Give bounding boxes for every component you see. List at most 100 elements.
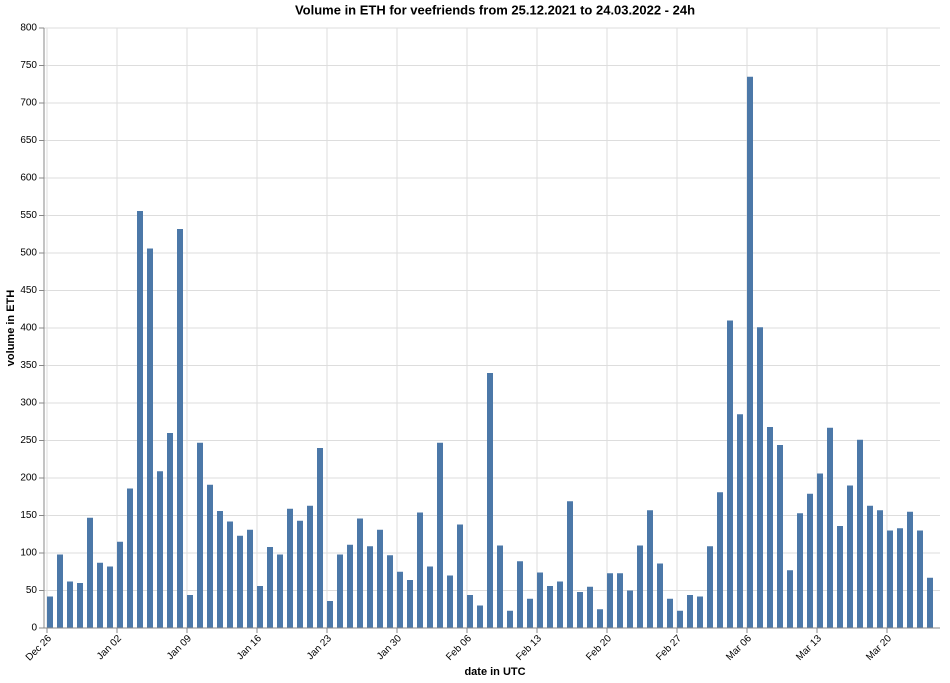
y-tick-label: 50: [26, 585, 38, 596]
x-tick-label: Feb 27: [654, 633, 684, 663]
bar: [897, 528, 903, 628]
bar: [267, 547, 273, 628]
bar: [627, 590, 633, 628]
y-tick-label: 550: [20, 210, 37, 221]
bar: [707, 546, 713, 628]
bar: [727, 320, 733, 628]
bar: [907, 511, 913, 628]
y-tick-label: 100: [20, 548, 37, 559]
bar: [337, 554, 343, 628]
bar: [137, 211, 143, 628]
y-tick-label: 450: [20, 285, 37, 296]
x-tick-label: Jan 30: [375, 633, 404, 662]
bar: [587, 586, 593, 628]
bar: [747, 76, 753, 628]
bar: [347, 544, 353, 628]
x-tick-label: Feb 13: [514, 633, 544, 663]
bar: [577, 592, 583, 628]
x-axis-label: date in UTC: [464, 666, 525, 678]
y-tick-label: 500: [20, 248, 37, 259]
bar: [77, 583, 83, 628]
bar: [127, 488, 133, 628]
bar: [407, 580, 413, 628]
bar: [477, 605, 483, 628]
y-tick-label: 650: [20, 135, 37, 146]
bar: [317, 448, 323, 628]
bar: [787, 570, 793, 628]
bar: [257, 586, 263, 628]
bar: [517, 561, 523, 628]
x-tick-label: Jan 09: [165, 633, 194, 662]
y-tick-label: 150: [20, 510, 37, 521]
bar: [597, 609, 603, 628]
bar: [927, 577, 933, 628]
bar: [777, 445, 783, 628]
bar: [387, 555, 393, 628]
bar: [557, 581, 563, 628]
bar: [87, 517, 93, 628]
bar: [547, 586, 553, 628]
bar: [307, 505, 313, 628]
bar: [497, 545, 503, 628]
bar: [847, 485, 853, 628]
bar: [447, 575, 453, 628]
y-tick-label: 750: [20, 60, 37, 71]
y-axis-label: volume in ETH: [5, 290, 17, 366]
x-tick-label: Jan 23: [305, 633, 334, 662]
bar: [417, 512, 423, 628]
x-tick-label: Mar 20: [864, 633, 894, 663]
bar: [187, 595, 193, 628]
x-tick-label: Feb 20: [584, 633, 614, 663]
bar: [757, 327, 763, 628]
chart-title: Volume in ETH for veefriends from 25.12.…: [295, 2, 695, 17]
bar: [367, 546, 373, 628]
bar: [177, 229, 183, 628]
bar: [917, 530, 923, 628]
bar: [687, 595, 693, 628]
bar: [47, 596, 53, 628]
bar: [537, 572, 543, 628]
bar: [247, 529, 253, 628]
bar: [507, 610, 513, 628]
y-tick-label: 600: [20, 173, 37, 184]
bar: [437, 442, 443, 628]
bar: [837, 526, 843, 628]
bar: [467, 595, 473, 628]
bar: [647, 510, 653, 628]
bar: [167, 433, 173, 628]
bar: [887, 530, 893, 628]
x-tick-label: Mar 13: [794, 633, 824, 663]
bar: [227, 521, 233, 628]
bar: [197, 442, 203, 628]
bar: [97, 562, 103, 628]
bar: [157, 471, 163, 628]
bar: [427, 566, 433, 628]
bar: [377, 529, 383, 628]
bar: [637, 545, 643, 628]
bar: [617, 573, 623, 628]
bar: [397, 571, 403, 628]
bar: [667, 598, 673, 628]
bar: [607, 573, 613, 628]
bar: [717, 492, 723, 628]
bar: [797, 513, 803, 628]
bar: [817, 473, 823, 628]
y-tick-label: 0: [31, 623, 37, 634]
bar: [297, 520, 303, 628]
bar: [677, 610, 683, 628]
x-tick-label: Jan 02: [95, 633, 124, 662]
bar: [657, 563, 663, 628]
bar: [827, 427, 833, 628]
bar: [527, 598, 533, 628]
bar: [767, 427, 773, 628]
x-tick-label: Feb 06: [444, 633, 474, 663]
bar: [357, 518, 363, 628]
bar: [857, 439, 863, 628]
y-tick-label: 800: [20, 23, 37, 34]
bar: [697, 596, 703, 628]
x-tick-label: Dec 26: [24, 633, 54, 663]
bar: [207, 484, 213, 628]
bar: [217, 511, 223, 628]
bar: [327, 601, 333, 628]
